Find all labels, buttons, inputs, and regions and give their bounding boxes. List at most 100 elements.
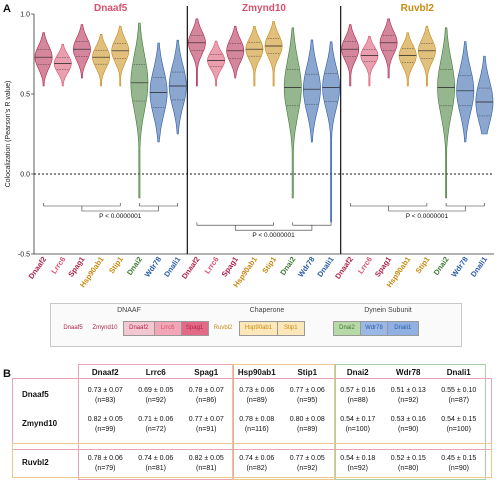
violin-dnai2 [130, 22, 149, 199]
x-tick-label: Stip1 [107, 255, 125, 275]
x-tick-label: Lrrc6 [49, 255, 67, 276]
table-column-header: Dnaaf2 [91, 368, 119, 377]
table-cell-value: 0.73 ± 0.07 [87, 387, 123, 394]
violin-stip1 [417, 25, 436, 87]
table-cell-value: 0.57 ± 0.16 [340, 387, 376, 394]
violin-chart: Colocalization (Pearson's R value) 1.0 0.5… [5, 3, 494, 289]
y-axis-label: Colocalization (Pearson's R value) [5, 81, 12, 188]
table-column-header: Stip1 [297, 368, 318, 377]
significance-label: P < 0.0000001 [252, 232, 295, 239]
x-tick-label: Stip1 [260, 255, 278, 275]
table-cell-n: (n=81) [145, 465, 166, 472]
table-cell-value: 0.77 ± 0.07 [188, 416, 224, 423]
table-cell-n: (n=88) [347, 397, 368, 404]
table-group-border [231, 364, 335, 480]
panel-title: Dnaaf5 [94, 3, 128, 14]
table-cell-value: 0.78 ± 0.07 [188, 387, 224, 394]
panel-letter-a: A [3, 3, 11, 15]
violin-lrrc6 [360, 35, 379, 87]
table-cell-n: (n=87) [448, 397, 469, 404]
table-cell-value: 0.82 ± 0.05 [87, 416, 123, 423]
legend-swatch: Dnai2 [333, 321, 361, 336]
legend-text-item: Zmynd10 [92, 325, 118, 331]
violin-dnali1 [168, 39, 187, 135]
table-cell-n: (n=83) [95, 397, 116, 404]
x-tick-label: Wdr78 [143, 255, 164, 279]
table-cell-n: (n=81) [196, 465, 217, 472]
table-row-group-border [12, 378, 492, 450]
legend-text-item: Ruvbl2 [213, 325, 233, 331]
legend-swatch: Stip1 [276, 321, 305, 336]
y-tick-label: 0.5 [20, 92, 30, 99]
table-cell-n: (n=89) [246, 397, 267, 404]
x-tick-label: Wdr78 [296, 255, 317, 279]
violin-spag1 [226, 25, 245, 79]
bracket-left [349, 203, 428, 207]
x-tick-label: Dnaaf2 [333, 255, 355, 281]
legend-swatch: Lrrc6 [153, 321, 182, 336]
summary-table: Dnaaf2 Lrrc6 Spag1 Hsp90ab1 Stip1 Dnai2 Wdr78 D… [12, 364, 494, 480]
legend-swatch: Dnaaf2 [123, 321, 155, 336]
table-cell-n: (n=95) [297, 397, 318, 404]
table-column-header: Wdr78 [396, 368, 421, 377]
violin-dnali1 [475, 55, 494, 135]
table-cell-n: (n=91) [196, 426, 217, 433]
table-cell-n: (n=80) [398, 465, 419, 472]
table-row-header: Ruvbl2 [22, 458, 49, 467]
table-cell-n: (n=92) [398, 397, 419, 404]
panel-title: Zmynd10 [242, 3, 286, 14]
table-cell-value: 0.78 ± 0.08 [239, 416, 275, 423]
legend-swatch: Spag1 [180, 321, 209, 336]
table-cell-n: (n=100) [446, 426, 471, 433]
bracket-join [388, 206, 466, 212]
table-cell-value: 0.55 ± 0.10 [441, 387, 477, 394]
legend-swatch: Hsp90ab1 [239, 321, 278, 336]
violin-lrrc6 [53, 43, 72, 87]
bracket-right [292, 222, 332, 226]
x-tick-label: Dnai2 [125, 255, 144, 277]
y-tick-label: 1.0 [20, 12, 30, 19]
legend-group-title: Dynein Subunit [364, 307, 412, 314]
table-cell-n: (n=100) [345, 426, 370, 433]
significance-label: P < 0.0000001 [99, 213, 142, 220]
violin-stip1 [111, 25, 130, 87]
table-cell-value: 0.78 ± 0.06 [87, 455, 123, 462]
bracket-left [196, 222, 274, 226]
violin-dnaaf2 [34, 32, 53, 87]
x-tick-label: Dnali1 [469, 255, 489, 279]
table-cell-n: (n=72) [145, 426, 166, 433]
panel-title: Ruvbl2 [401, 3, 435, 14]
violin-wdr78 [456, 41, 475, 143]
table-cell-value: 0.53 ± 0.16 [390, 416, 426, 423]
x-tick-label: Lrrc6 [356, 255, 374, 276]
x-tick-label: Stip1 [414, 255, 432, 275]
y-tick-label: -0.5 [18, 252, 30, 259]
legend: DNAAF Dnaaf5 Zmynd10 Dnaaf2 Lrrc6 Spag1 Chaper… [50, 303, 462, 347]
violin-spag1 [72, 24, 91, 79]
table-cell-value: 0.51 ± 0.13 [390, 387, 426, 394]
table-row-header: Zmynd10 [22, 419, 58, 428]
bracket-right [139, 203, 179, 207]
table-column-header: Dnali1 [446, 368, 471, 377]
legend-group-title: Chaperone [249, 307, 285, 314]
table-cell-value: 0.54 ± 0.15 [441, 416, 477, 423]
legend-text-item: Dnaaf5 [63, 325, 83, 331]
table-cell-n: (n=79) [95, 465, 116, 472]
table-row-header: Dnaaf5 [22, 390, 49, 399]
x-tick-label: Lrrc6 [203, 255, 221, 276]
table-cell-value: 0.74 ± 0.06 [138, 455, 174, 462]
table-cell-n: (n=90) [448, 465, 469, 472]
table-cell-value: 0.54 ± 0.18 [340, 455, 376, 462]
table-cell-value: 0.77 ± 0.06 [289, 387, 325, 394]
x-tick-label: Dnaaf2 [180, 255, 202, 281]
violin-dnaaf2 [341, 24, 360, 87]
y-tick-label: 0.0 [20, 172, 30, 179]
bracket-right [445, 203, 485, 207]
legend-swatch: Wdr78 [360, 321, 388, 336]
table-column-header: Dnai2 [346, 368, 369, 377]
violin-lrrc6 [207, 40, 226, 87]
legend-swatch: Dnali1 [387, 321, 419, 336]
x-tick-label: Wdr78 [449, 255, 470, 279]
bracket-left [43, 203, 121, 207]
table-cell-value: 0.45 ± 0.15 [441, 455, 477, 462]
